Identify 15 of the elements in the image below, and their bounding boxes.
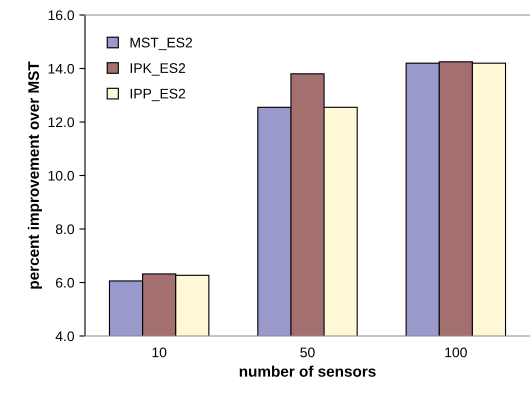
y-tick-label: 4.0	[56, 331, 74, 342]
y-tick-label: 16.0	[48, 10, 74, 20]
legend-label: MST_ES2	[130, 38, 192, 50]
x-tick-label: 10	[152, 347, 166, 358]
y-axis-title: percent improvement over MST	[28, 61, 42, 289]
y-tick-label: 14.0	[48, 64, 74, 74]
x-axis-title: number of sensors	[240, 366, 376, 377]
x-tick-label: 100	[445, 347, 467, 358]
y-tick-label: 12.0	[48, 117, 74, 128]
y-tick-label: 10.0	[48, 170, 74, 181]
x-tick-label: 50	[300, 347, 315, 358]
legend-label: IPP_ES2	[130, 88, 186, 102]
y-tick-label: 6.0	[56, 278, 74, 288]
y-tick-label: 8.0	[56, 224, 74, 234]
legend-label: IPK_ES2	[130, 63, 186, 76]
